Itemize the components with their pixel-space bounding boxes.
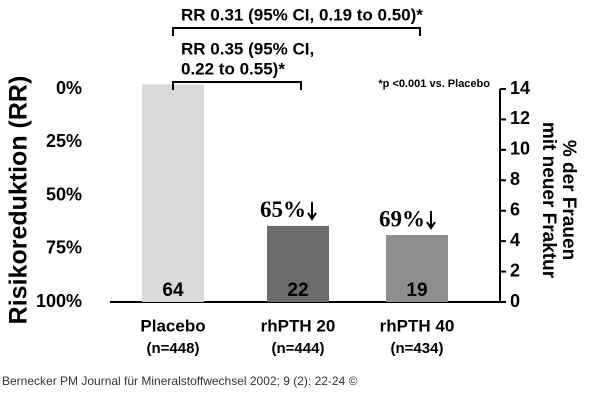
bracket-label: RR 0.31 (95% CI, 0.19 to 0.50)* (181, 5, 423, 24)
y-tick-label: 10 (510, 139, 530, 159)
y-tick-label: 4 (510, 230, 520, 250)
y-tick-label: 12 (510, 108, 530, 128)
bar (267, 225, 329, 302)
y-tick-label: 6 (510, 199, 520, 219)
y-tick-label: 14 (510, 78, 530, 98)
footnote: *p <0.001 vs. Placebo (378, 78, 490, 90)
x-tick-sublabel: (n=448) (147, 340, 200, 357)
y-axis-left-label: Risikoreduktion (RR) (5, 76, 33, 325)
reduction-label: 69% (379, 206, 425, 231)
y2-tick-label: 100% (36, 291, 82, 311)
y-tick-label: 0 (510, 291, 520, 311)
count-label: 19 (406, 280, 427, 301)
y2-tick-label: 25% (46, 131, 82, 151)
y-tick-label: 2 (510, 260, 520, 280)
bracket-label: 0.22 to 0.55)* (181, 59, 285, 78)
count-label: 64 (162, 280, 184, 301)
y-tick-label: 8 (510, 169, 520, 189)
x-tick-sublabel: (n=444) (272, 340, 325, 357)
x-tick-label: Placebo (140, 316, 205, 335)
y-axis-right-label: % der Frauen (558, 140, 579, 260)
source: Bernecker PM Journal für Mineralstoffwec… (2, 374, 358, 388)
bracket (172, 81, 302, 90)
x-tick-sublabel: (n=434) (391, 340, 444, 357)
bracket (172, 27, 421, 36)
y2-tick-label: 75% (46, 238, 82, 258)
x-tick-label: rhPTH 40 (380, 316, 455, 335)
bracket-label: RR 0.35 (95% CI, (181, 39, 314, 58)
count-label: 22 (287, 280, 308, 301)
arrow (426, 211, 436, 230)
y-axis-right-label: mit neuer Fraktur (538, 122, 559, 279)
bar (142, 84, 204, 302)
bar (386, 235, 448, 302)
reduction-label: 65% (260, 197, 306, 222)
arrow (307, 201, 317, 221)
y2-tick-label: 50% (46, 184, 82, 204)
y2-tick-label: 0% (56, 78, 82, 98)
x-tick-label: rhPTH 20 (261, 316, 336, 335)
